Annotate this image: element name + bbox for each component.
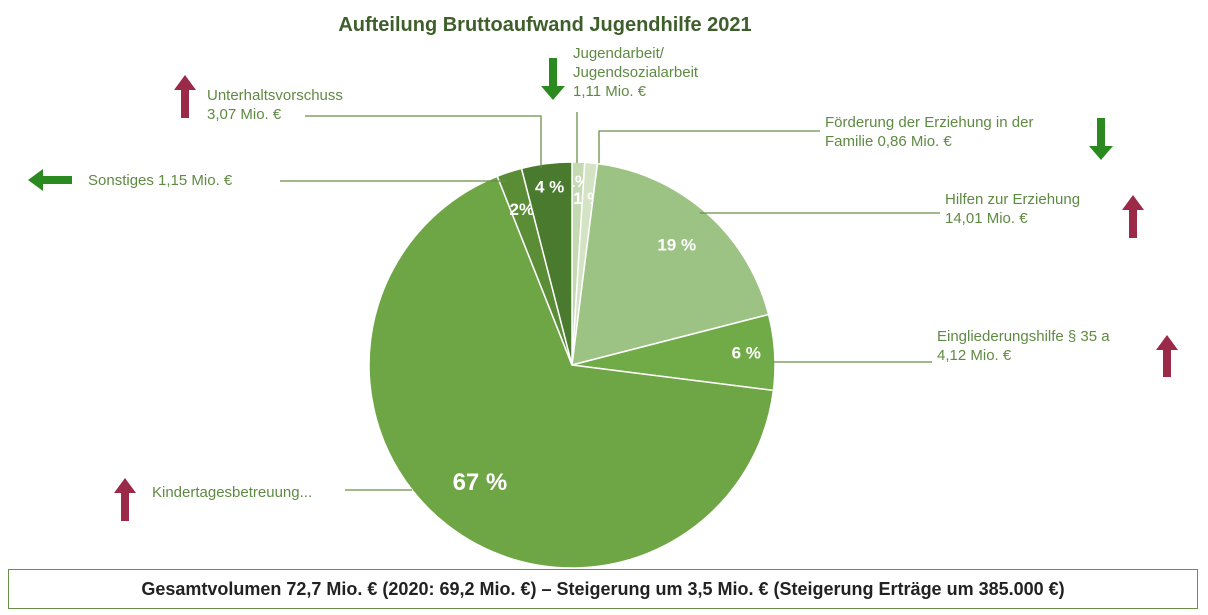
leader-line	[305, 115, 542, 168]
category-label: Jugendarbeit/ Jugendsozialarbeit 1,11 Mi…	[573, 45, 699, 100]
category-label: Förderung der Erziehung in der Familie 0…	[825, 114, 1034, 150]
category-label: Eingliederungshilfe § 35 a 4,12 Mio. €	[937, 328, 1110, 364]
pie-slice	[520, 161, 573, 366]
arrow-down	[541, 58, 565, 100]
arrow-up	[1122, 195, 1144, 238]
slice-value-label: 19 %	[657, 236, 696, 255]
arrow-left	[28, 169, 72, 191]
slice-value-label: 4 %	[535, 177, 564, 196]
slice-value-label: 2%	[510, 200, 535, 219]
slice-value-label: 6 %	[732, 344, 761, 363]
category-label: Kindertagesbetreuung...	[152, 484, 313, 501]
slice-value-label: 67 %	[453, 469, 508, 496]
leader-line	[598, 130, 820, 164]
arrow-up	[114, 478, 136, 521]
arrow-down	[1089, 118, 1113, 160]
category-label: Unterhaltsvorschuss 3,07 Mio. €	[207, 87, 343, 123]
footer-note: Gesamtvolumen 72,7 Mio. € (2020: 69,2 Mi…	[8, 569, 1198, 609]
pie-slice	[368, 175, 775, 569]
category-label: Sonstiges 1,15 Mio. €	[88, 172, 233, 189]
chart-title: Aufteilung Bruttoaufwand Jugendhilfe 202…	[338, 14, 752, 36]
arrow-up	[1156, 335, 1178, 377]
category-label: Hilfen zur Erziehung 14,01 Mio. €	[945, 191, 1081, 227]
arrow-up	[174, 75, 196, 118]
